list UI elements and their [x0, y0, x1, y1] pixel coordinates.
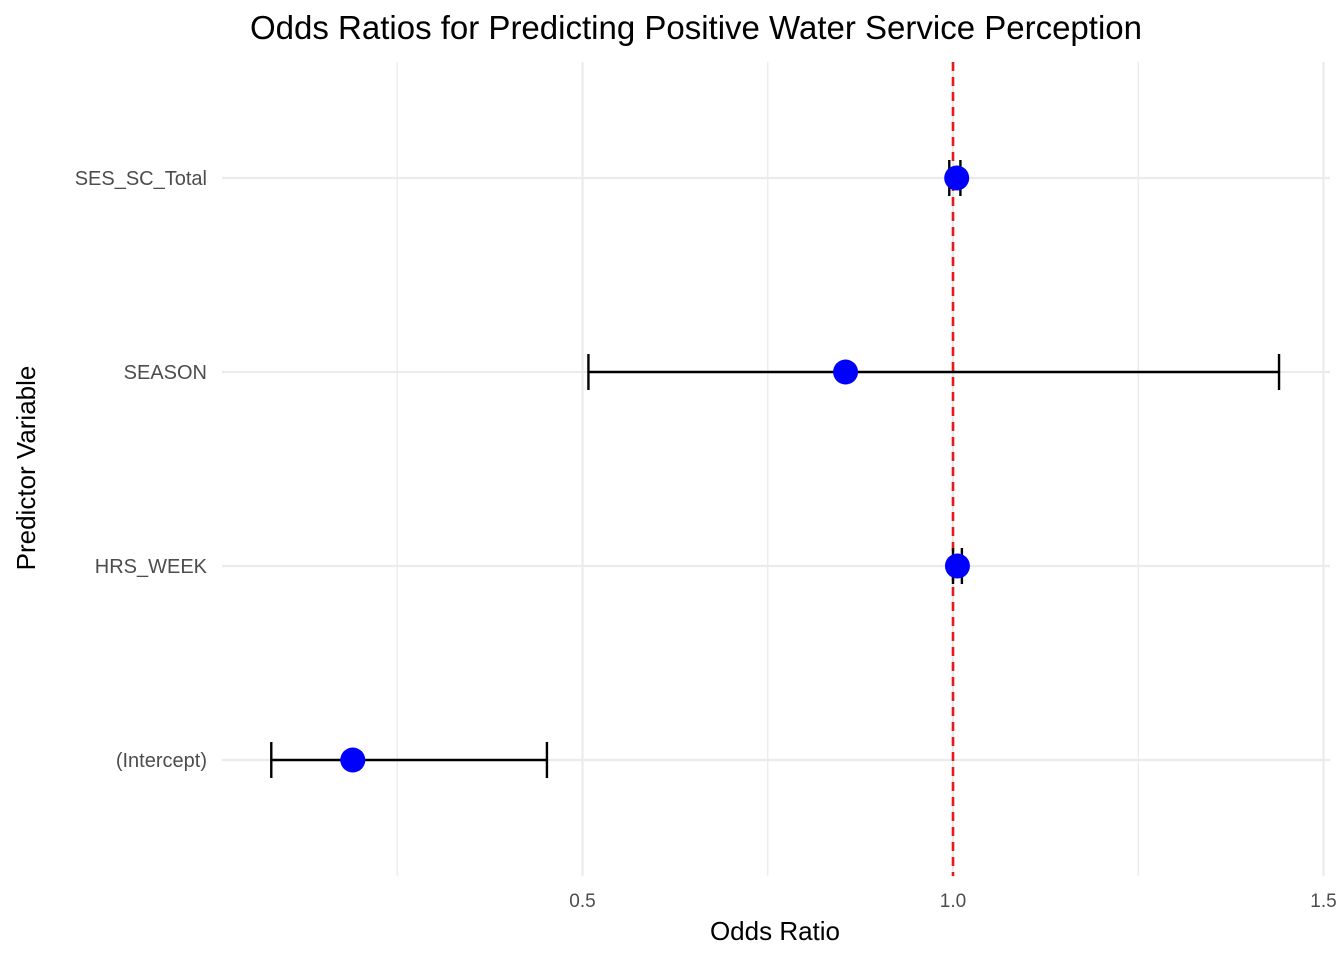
y-tick-label: SEASON [124, 362, 207, 384]
estimate-point [833, 359, 859, 385]
row-3-marks [270, 742, 549, 778]
x-axis-title: Odds Ratio [710, 916, 840, 946]
estimate-point [944, 553, 970, 579]
y-tick-label: HRS_WEEK [95, 556, 208, 578]
x-tick-label: 1.5 [1310, 891, 1336, 912]
row-0-marks [944, 160, 970, 196]
y-tick-label: SES_SC_Total [75, 168, 207, 190]
x-tick-labels: 0.5 1.0 1.5 [569, 891, 1336, 912]
x-tick-label: 0.5 [569, 891, 595, 912]
y-tick-label: (Intercept) [116, 750, 207, 772]
y-axis-title: Predictor Variable [11, 366, 41, 571]
marks-layer [270, 160, 1281, 778]
estimate-point [944, 165, 970, 191]
chart-title: Odds Ratios for Predicting Positive Wate… [250, 9, 1142, 46]
grid-layer [222, 62, 1330, 876]
row-2-marks [944, 548, 970, 584]
y-tick-labels: SES_SC_Total SEASON HRS_WEEK (Intercept) [75, 168, 208, 772]
estimate-point [340, 747, 366, 773]
row-1-marks [587, 354, 1281, 390]
x-tick-label: 1.0 [940, 891, 966, 912]
